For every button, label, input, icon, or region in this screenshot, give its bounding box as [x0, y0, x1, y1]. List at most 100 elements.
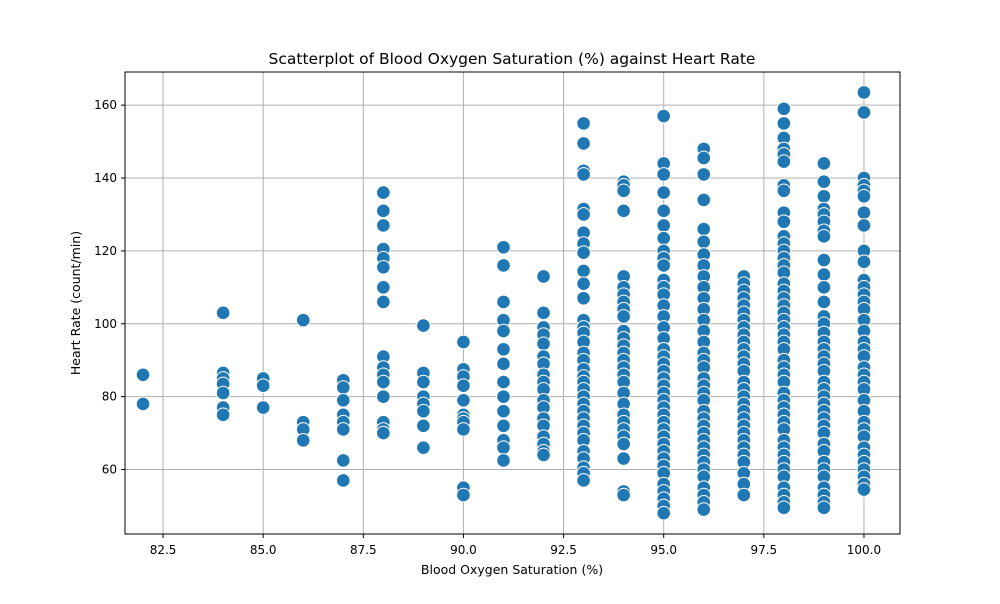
- x-tick-label: 97.5: [750, 543, 777, 557]
- x-tick-label: 82.5: [150, 543, 177, 557]
- scatter-point: [496, 389, 511, 404]
- x-tick-label: 100.0: [847, 543, 881, 557]
- scatter-point: [456, 334, 471, 350]
- scatter-point: [496, 418, 511, 434]
- y-tick-label: 80: [102, 390, 117, 404]
- scatter-point: [376, 389, 391, 404]
- scatter-point: [416, 440, 431, 455]
- scatter-point: [656, 230, 671, 246]
- y-tick-label: 140: [94, 171, 117, 185]
- scatter-point: [776, 101, 792, 117]
- scatter-point: [696, 167, 712, 182]
- plot-frame: [124, 71, 901, 535]
- scatter-point: [335, 392, 351, 408]
- y-axis-ticks: 60 80 100 120 140 160: [94, 98, 125, 477]
- scatter-point: [416, 374, 431, 390]
- scatter-point: [376, 280, 391, 295]
- scatter-point: [656, 167, 671, 182]
- scatter-point: [496, 258, 511, 273]
- scatter-point: [496, 294, 511, 310]
- scatter-point: [215, 305, 231, 321]
- scatter-point: [416, 403, 431, 419]
- scatter-point: [856, 218, 872, 233]
- scatter-point: [576, 263, 591, 279]
- scatter-point: [376, 374, 391, 390]
- scatter-point: [376, 425, 391, 441]
- scatter-point: [856, 85, 872, 100]
- scatter-point: [616, 309, 631, 324]
- x-tick-label: 90.0: [450, 543, 477, 557]
- scatter-point: [456, 378, 471, 394]
- y-axis-label: Heart Rate (count/min): [68, 231, 83, 375]
- scatter-point: [576, 473, 591, 488]
- y-tick-label: 160: [94, 98, 117, 112]
- scatter-point: [255, 400, 271, 415]
- scatter-point: [616, 183, 631, 199]
- scatter-point: [496, 323, 511, 339]
- y-tick-label: 100: [94, 317, 117, 331]
- scatter-point: [536, 447, 551, 463]
- x-tick-label: 95.0: [650, 543, 677, 557]
- y-tick-label: 120: [94, 244, 117, 258]
- scatter-point: [776, 116, 792, 131]
- scatter-point: [536, 305, 551, 321]
- scatter-point: [816, 229, 832, 244]
- scatter-point: [576, 290, 591, 306]
- scatter-point: [656, 218, 671, 233]
- scatter-point: [776, 154, 792, 169]
- x-tick-label: 85.0: [250, 543, 277, 557]
- scatter-point: [335, 380, 351, 395]
- scatter-point: [856, 188, 872, 204]
- scatter-point: [616, 451, 631, 466]
- scatter-point: [576, 116, 591, 131]
- scatter-point: [536, 336, 551, 352]
- scatter-point: [816, 156, 832, 171]
- scatter-point: [376, 203, 391, 219]
- scatter-point: [776, 214, 792, 230]
- scatter-point: [576, 207, 591, 222]
- scatter-point: [696, 234, 712, 250]
- grid-lines: [125, 72, 900, 534]
- scatter-point: [736, 487, 752, 503]
- scatter-point: [856, 254, 872, 270]
- x-tick-label: 87.5: [350, 543, 377, 557]
- scatter-point: [696, 150, 712, 166]
- scatter-point: [616, 487, 631, 503]
- scatter-point: [295, 312, 311, 328]
- scatter-point: [496, 341, 511, 357]
- scatter-point: [496, 239, 511, 255]
- chart-title: Scatterplot of Blood Oxygen Saturation (…: [269, 50, 756, 68]
- scatter-point: [496, 403, 511, 419]
- scatter-point: [376, 185, 391, 200]
- scatter-point: [576, 167, 591, 182]
- scatter-point: [856, 482, 872, 497]
- scatter-point: [616, 203, 631, 219]
- scatter-points: [135, 85, 872, 521]
- scatter-point: [536, 269, 551, 284]
- scatter-point: [335, 453, 351, 468]
- x-axis-ticks: 82.5 85.0 87.5 90.0 92.5 95.0 97.5 100.0: [150, 534, 881, 557]
- scatter-point: [816, 188, 832, 204]
- scatter-point: [776, 183, 792, 199]
- scatter-point: [215, 385, 231, 401]
- scatter-point: [496, 453, 511, 468]
- scatter-point: [295, 433, 311, 448]
- x-tick-label: 92.5: [550, 543, 577, 557]
- scatter-point: [416, 418, 431, 434]
- scatter-point: [496, 356, 511, 372]
- scatter-point: [656, 505, 671, 521]
- scatter-point: [696, 192, 712, 208]
- x-axis-label: Blood Oxygen Saturation (%): [421, 562, 603, 577]
- scatter-point: [816, 252, 832, 268]
- scatter-point: [416, 318, 431, 333]
- scatter-point: [696, 221, 712, 237]
- scatter-point: [816, 500, 832, 516]
- scatter-point: [576, 245, 591, 261]
- scatter-point: [215, 407, 231, 423]
- scatter-point: [776, 500, 792, 516]
- scatter-point: [816, 280, 832, 295]
- scatter-point: [255, 378, 271, 394]
- scatter-point: [496, 440, 511, 455]
